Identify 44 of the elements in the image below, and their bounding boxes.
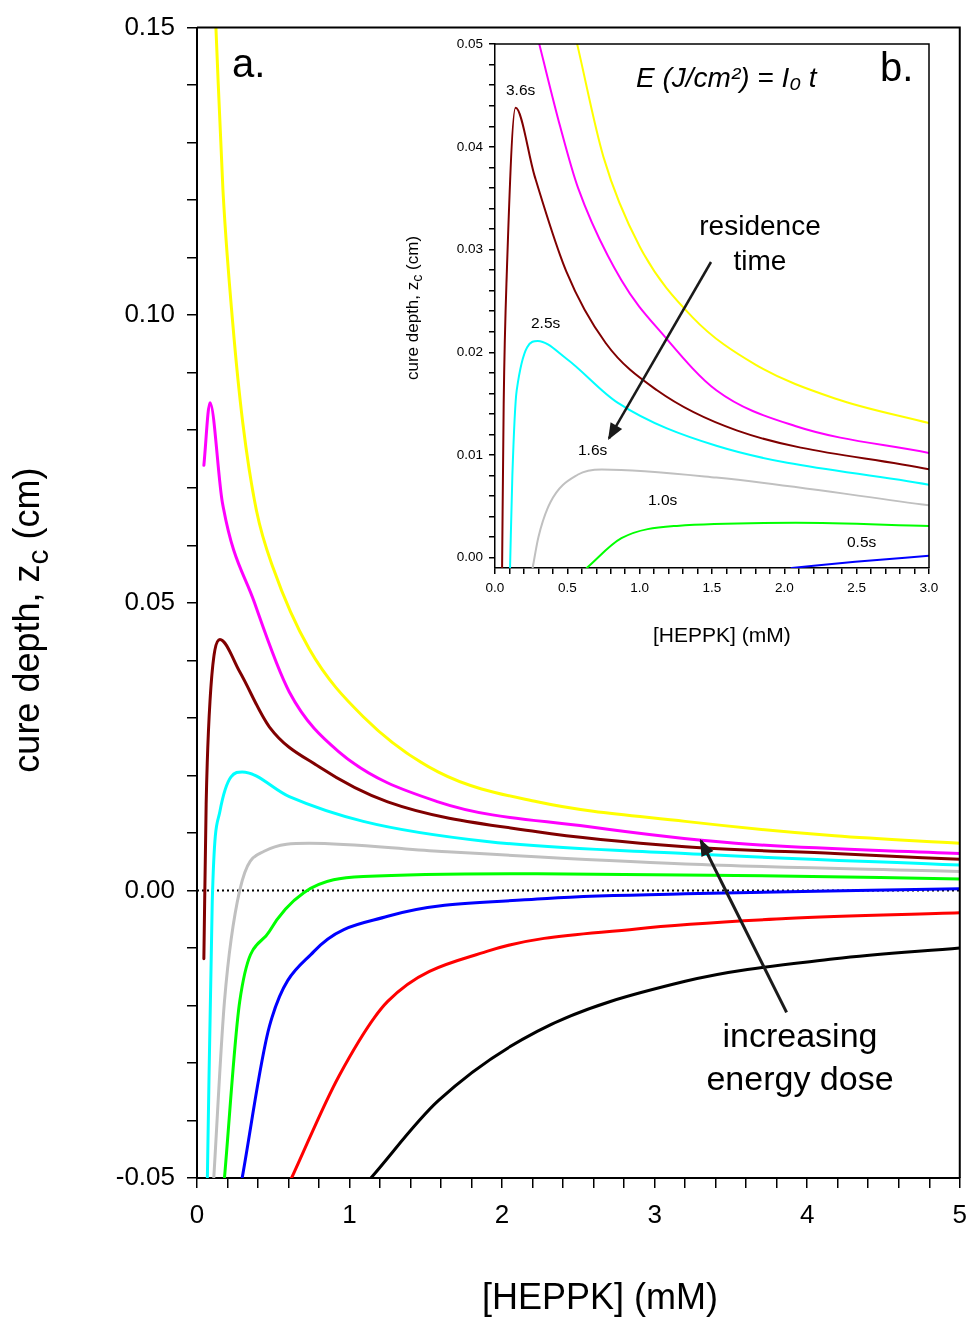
y-tick-label: 0.00	[124, 873, 175, 904]
x-tick-label: 0	[189, 1198, 205, 1229]
y-tick-label: 0.03	[456, 241, 483, 257]
annotation: b.	[880, 44, 914, 91]
annotation: 0.5s	[847, 532, 877, 552]
annotation: 3.6s	[506, 80, 536, 100]
x-tick-label: 1.0	[630, 579, 650, 595]
annotation: increasing energy dose	[705, 1015, 895, 1099]
x-tick-label: 3	[647, 1198, 662, 1229]
y-tick-label: 0.05	[456, 35, 483, 51]
x-tick-label: 0.0	[485, 579, 505, 595]
annotation: E (J/cm²) = I₀ t	[636, 61, 817, 95]
x-tick-label: 1	[342, 1198, 357, 1229]
y-tick-label: -0.05	[115, 1161, 175, 1192]
line-series	[205, 770, 960, 1178]
x-tick-label: 2.0	[774, 579, 794, 595]
annotation: 1.0s	[648, 490, 678, 510]
y-tick-label: 0.04	[456, 138, 484, 154]
y-tick-label: 0.02	[456, 344, 483, 359]
y-tick-label: 0.01	[456, 446, 483, 462]
y-tick-label: 0.00	[456, 549, 483, 565]
annotation: a.	[232, 40, 266, 87]
x-axis-title: [HEPPK] (mM)	[653, 622, 791, 646]
y-tick-label: 0.05	[124, 585, 175, 616]
x-tick-label: 3.0	[919, 579, 939, 595]
x-axis-title: [HEPPK] (mM)	[482, 1276, 719, 1317]
x-tick-label: 2.5	[847, 579, 867, 595]
line-series	[585, 521, 929, 568]
annotation: residence time	[698, 209, 822, 278]
x-tick-label: 5	[952, 1198, 967, 1229]
y-tick-label: 0.15	[124, 10, 175, 41]
line-series	[509, 339, 929, 568]
annotation: 2.5s	[531, 313, 561, 333]
line-series	[531, 468, 929, 568]
x-tick-label: 2	[494, 1198, 510, 1229]
y-tick-label: 0.10	[124, 298, 175, 329]
line-series	[214, 27, 960, 845]
line-series	[501, 106, 929, 568]
annotation: 1.6s	[578, 440, 608, 460]
line-series	[576, 44, 929, 425]
x-tick-label: 4	[799, 1198, 815, 1229]
line-series	[202, 401, 960, 856]
x-tick-label: 1.5	[702, 579, 722, 595]
x-tick-label: 0.5	[557, 579, 577, 595]
